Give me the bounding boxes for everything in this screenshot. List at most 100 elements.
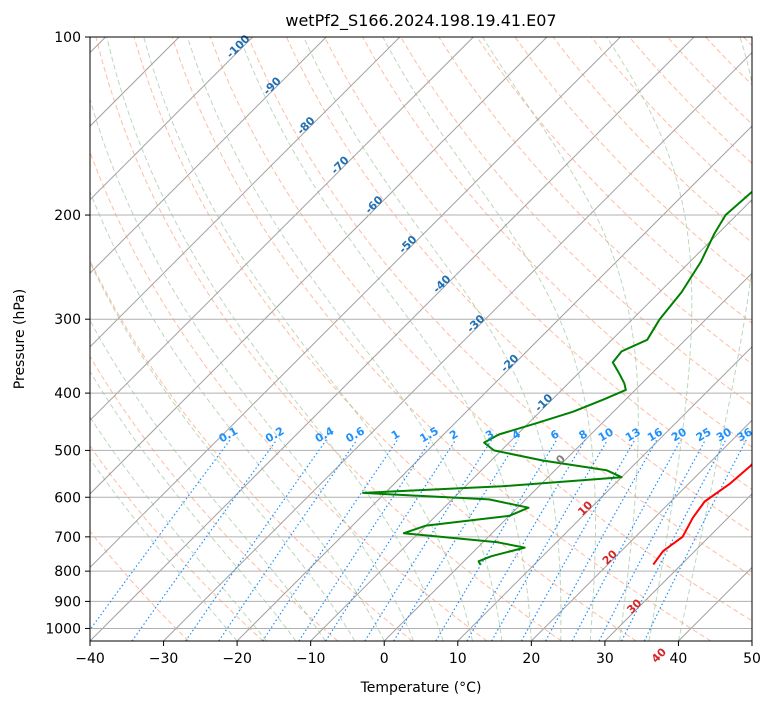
x-tick-label: 0	[380, 651, 389, 667]
mixing-ratio-label: 16	[645, 425, 665, 444]
y-tick-label: 800	[54, 564, 81, 580]
dry-adiabat	[324, 37, 752, 490]
moist-adiabat	[90, 261, 356, 641]
isotherm-label: 20	[600, 547, 620, 567]
mixing-ratio-line	[90, 439, 231, 631]
mixing-ratio-line	[598, 439, 706, 641]
mixing-ratio-label: 6	[548, 427, 561, 442]
y-tick-label: 300	[54, 312, 81, 328]
moist-adiabat	[90, 457, 238, 641]
y-axis-label: Pressure (hPa)	[12, 289, 28, 389]
plot-frame	[89, 36, 753, 642]
isotherm-line	[236, 125, 752, 641]
mixing-ratio-line	[643, 439, 747, 641]
y-tick-label: 700	[54, 530, 81, 546]
isotherm-line	[163, 51, 752, 641]
mixing-ratio-label: 1	[389, 427, 402, 442]
isotherm-line	[678, 566, 752, 641]
dry-adiabat	[400, 37, 752, 406]
moist-adiabat	[677, 37, 752, 641]
dry-adiabat	[667, 37, 752, 125]
mixing-ratio-label: 2	[447, 427, 460, 442]
mixing-ratio-label: 25	[694, 425, 714, 444]
isotherm-line	[90, 37, 548, 495]
x-tick-label: 20	[522, 651, 540, 667]
chart-title: wetPf2_S166.2024.198.19.41.E07	[285, 11, 556, 31]
dry-adiabat	[90, 150, 488, 641]
isotherm-label: -40	[430, 272, 453, 295]
dry-adiabat	[90, 530, 190, 641]
moist-adiabat	[106, 37, 444, 641]
isotherm-label: -60	[362, 193, 385, 216]
x-tick-label: −20	[222, 651, 252, 667]
mixing-ratio-line	[393, 439, 519, 641]
x-tick-label: −10	[296, 651, 326, 667]
x-tick-label: 30	[596, 651, 614, 667]
dry-adiabat	[90, 355, 339, 641]
mixing-ratio-line	[131, 439, 278, 641]
mixing-ratio-label: 20	[669, 425, 689, 444]
moist-adiabat	[606, 37, 693, 641]
moist-adiabat	[90, 190, 385, 641]
isotherm-label: -20	[498, 351, 521, 374]
dry-adiabat	[209, 37, 752, 622]
dewpoint-profile	[362, 190, 752, 566]
mixing-ratio-line	[325, 439, 457, 641]
dry-adiabat	[90, 259, 413, 641]
isotherm-line	[90, 37, 621, 569]
isotherm-label: -80	[294, 114, 317, 137]
dry-adiabat	[90, 444, 264, 641]
mixing-ratio-line	[218, 439, 358, 641]
dry-adiabat	[590, 37, 752, 204]
mixing-ratio-line	[435, 439, 558, 641]
isotherm-line	[383, 272, 752, 641]
moist-adiabat	[90, 319, 326, 641]
dry-adiabat	[247, 37, 752, 577]
y-tick-label: 100	[54, 30, 81, 46]
dry-adiabat	[705, 37, 752, 86]
mixing-ratio-line	[298, 439, 432, 641]
y-tick-label: 900	[54, 594, 81, 610]
dry-adiabat	[476, 37, 752, 324]
isotherm-line	[310, 198, 752, 641]
dry-adiabat	[285, 37, 752, 534]
sounding-lines	[362, 190, 752, 566]
y-tick-label: 200	[54, 208, 81, 224]
moist-adiabat	[303, 37, 562, 641]
mixing-ratio-line	[185, 439, 327, 641]
isotherm-line	[457, 346, 752, 641]
mixing-ratio-label: 13	[623, 425, 643, 444]
isotherm-label: -100	[224, 32, 253, 61]
inline-line-labels: 0.1 0.2 0.4 0.6 1 1.5 2 3 4 6 8 10 13 16 20 25 30 36-100-…	[217, 32, 755, 666]
mixing-ratio-line	[520, 439, 636, 641]
y-tick-label: 500	[54, 443, 81, 459]
mixing-ratio-line	[491, 439, 609, 641]
axis-ticks: −40 −30 −20 −10 0 10 20 30 40 5010020030040050060…	[45, 30, 761, 667]
moist-adiabat	[382, 37, 596, 641]
mixing-ratio-label: 1.5	[417, 424, 440, 445]
mixing-ratio-label: 10	[596, 425, 616, 444]
isotherm-line	[90, 37, 327, 274]
y-tick-label: 1000	[45, 621, 81, 637]
dry-adiabat	[133, 37, 637, 641]
isotherm-line	[530, 419, 752, 641]
dry-adiabat	[628, 37, 752, 164]
moist-adiabat	[482, 37, 639, 641]
moist-adiabat	[90, 416, 267, 641]
mixing-ratio-line	[364, 439, 493, 641]
dry-adiabat	[514, 37, 752, 284]
x-tick-label: −30	[149, 651, 179, 667]
isotherm-line	[604, 493, 752, 641]
isotherm-label: -70	[328, 153, 351, 176]
mixing-ratio-line	[466, 439, 586, 641]
y-tick-label: 400	[54, 386, 81, 402]
moist-adiabat	[143, 37, 473, 641]
mixing-ratio-label: 3	[483, 427, 496, 442]
mixing-ratio-label: 0.6	[344, 424, 368, 445]
isotherm-line	[90, 37, 695, 641]
mixing-ratio-line	[261, 439, 398, 641]
plot-background-grid	[90, 37, 752, 641]
isotherm-line	[90, 37, 474, 422]
isotherm-line	[90, 37, 254, 201]
